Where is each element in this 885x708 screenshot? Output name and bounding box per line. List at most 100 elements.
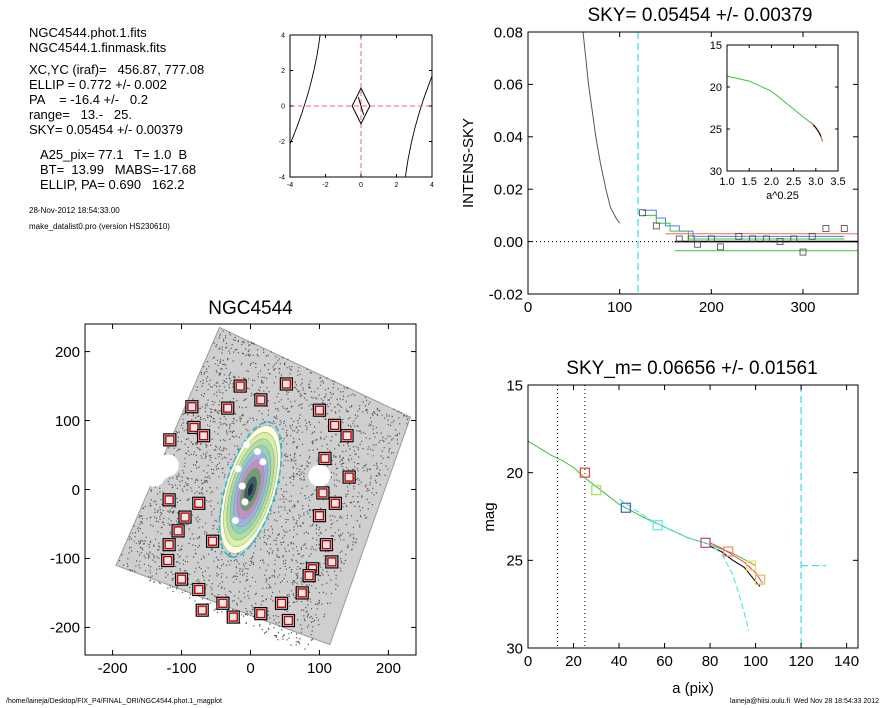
- info-line-ellip-pa: ELLIP, PA= 0.690 162.2: [40, 177, 185, 192]
- sky-square-marker: [687, 235, 695, 243]
- step-green: [642, 214, 845, 240]
- step-blue: [642, 209, 845, 237]
- sky-box-outer: [279, 377, 293, 391]
- sky-y-label: 0.00: [494, 234, 523, 251]
- sky-x-label: 200: [699, 299, 724, 316]
- sky-box-outer: [174, 572, 189, 586]
- sky-square-marker: [799, 248, 807, 256]
- sky-box-outer: [254, 607, 268, 621]
- sky-box-inner: [194, 498, 204, 508]
- sky-box-outer: [274, 596, 289, 610]
- mag-y-label: 15: [506, 377, 523, 394]
- sky-box-inner: [218, 598, 228, 608]
- sky-frame: [527, 31, 859, 295]
- info-line-ellip: ELLIP = 0.772 +/- 0.002: [29, 77, 167, 92]
- galaxy-isophote: [247, 482, 254, 497]
- sky-box-outer: [318, 451, 332, 466]
- star-marker: [242, 440, 251, 449]
- info-line-maskname: NGC4544.1.finmask.fits: [29, 40, 167, 55]
- sky-box-outer: [312, 403, 327, 417]
- inset-frame: [726, 44, 839, 172]
- sky-box-inner: [318, 488, 328, 498]
- mag-marker: [745, 560, 757, 571]
- inset-x-label: 3.5: [830, 176, 845, 188]
- sky-x-label: 100: [607, 299, 632, 316]
- sky-box-inner: [180, 512, 190, 522]
- sky-box-inner: [297, 588, 307, 598]
- contour-y-label: 2: [281, 68, 285, 75]
- sky-box-inner: [321, 539, 332, 550]
- sky-box-inner: [329, 420, 340, 431]
- star-marker: [234, 465, 242, 473]
- sky-box-outer: [162, 493, 176, 507]
- galaxy-y-label: -200: [50, 620, 80, 637]
- a25-ellipse: [218, 421, 283, 558]
- sky-panel: SKY= 0.05454 +/- 0.00379 INTENS-SKY 0 100 20…: [460, 5, 859, 316]
- mag-x-label: 140: [834, 653, 859, 670]
- sky-box-inner: [344, 472, 354, 482]
- sky-box-inner: [330, 498, 341, 508]
- mag-marker: [579, 467, 590, 478]
- mag-frame: [527, 384, 859, 649]
- info-line-sky: SKY= 0.05454 +/- 0.00379: [29, 122, 183, 137]
- inset-x-label: 2.0: [764, 176, 779, 188]
- contour-x-label: 0: [359, 182, 363, 189]
- sky-box-outer: [216, 596, 230, 610]
- mask-blob: [308, 464, 331, 487]
- info-line-pa: PA = -16.4 +/- 0.2: [29, 92, 148, 107]
- sky-square-marker: [808, 232, 816, 240]
- sky-box-outer: [162, 538, 176, 552]
- mag-marker: [755, 574, 766, 585]
- galaxy-x-label: -200: [98, 660, 128, 677]
- mag-y-label: 20: [506, 465, 523, 482]
- contour-x-label: 2: [395, 182, 399, 189]
- contour-y-label: 0: [281, 103, 285, 110]
- sky-box-outer: [319, 538, 333, 552]
- mag-series-line: [709, 545, 761, 587]
- inset-black-curve: [813, 124, 822, 137]
- mag-y-label: 25: [506, 553, 523, 570]
- sky-box-outer: [281, 613, 296, 628]
- sky-square-marker: [749, 235, 756, 243]
- sky-square-marker: [675, 235, 683, 243]
- sky-title: SKY= 0.05454 +/- 0.00379: [587, 5, 812, 26]
- mag-marker: [723, 546, 734, 557]
- sky-box-inner: [235, 381, 245, 391]
- inset-x-label: 2.5: [786, 176, 801, 188]
- galaxy-x-label: 100: [307, 660, 332, 677]
- sky-box-inner: [276, 598, 287, 608]
- sky-square-marker: [762, 235, 770, 243]
- mask-blob: [384, 509, 407, 532]
- mag-series-line: [709, 542, 763, 584]
- sky-box-inner: [197, 605, 207, 615]
- info-line-filename: NGC4544.phot.1.fits: [29, 25, 147, 40]
- sky-square-marker: [652, 222, 660, 230]
- inner-ellipse: [224, 433, 277, 546]
- sky-box-outer: [197, 429, 211, 443]
- sky-box-inner: [173, 526, 183, 536]
- sky-box-inner: [187, 402, 197, 412]
- sky-box-outer: [192, 496, 206, 510]
- contour-x-label: -2: [322, 182, 328, 189]
- inset-bg: [727, 45, 838, 171]
- sky-y-label: -0.02: [489, 286, 523, 303]
- star-marker: [259, 458, 267, 466]
- contour-line: [404, 75, 432, 177]
- sky-box-outer: [185, 400, 199, 414]
- sky-square-marker: [840, 225, 848, 232]
- sky-box-outer: [205, 534, 220, 548]
- sky-box-inner: [194, 584, 204, 595]
- center-diamond: [351, 87, 371, 125]
- inset-x-label: 1.0: [719, 176, 734, 188]
- mag-x-label: 40: [611, 653, 628, 670]
- sky-box-inner: [320, 453, 330, 464]
- sky-box-outer: [163, 433, 177, 447]
- sky-box-inner: [163, 555, 173, 566]
- sky-box-outer: [226, 610, 240, 624]
- sky-square-marker: [639, 209, 646, 217]
- sky-box-inner: [256, 395, 266, 405]
- inset-x-label: 3.0: [808, 176, 823, 188]
- sky-box-inner: [207, 536, 218, 546]
- center-axis-line: [357, 96, 365, 116]
- sky-box-outer: [195, 603, 209, 617]
